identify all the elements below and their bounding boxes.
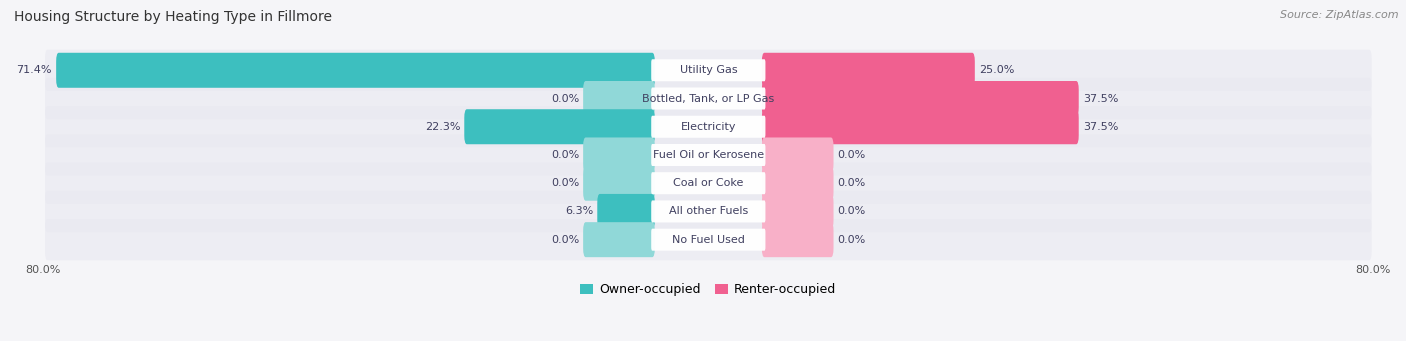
- Text: Fuel Oil or Kerosene: Fuel Oil or Kerosene: [652, 150, 763, 160]
- Text: 71.4%: 71.4%: [17, 65, 52, 75]
- Text: Utility Gas: Utility Gas: [679, 65, 737, 75]
- FancyBboxPatch shape: [651, 116, 765, 138]
- FancyBboxPatch shape: [56, 53, 655, 88]
- Legend: Owner-occupied, Renter-occupied: Owner-occupied, Renter-occupied: [575, 278, 841, 301]
- Text: Source: ZipAtlas.com: Source: ZipAtlas.com: [1281, 10, 1399, 20]
- FancyBboxPatch shape: [762, 53, 974, 88]
- FancyBboxPatch shape: [762, 222, 834, 257]
- Text: 6.3%: 6.3%: [565, 206, 593, 217]
- FancyBboxPatch shape: [762, 194, 834, 229]
- Text: 0.0%: 0.0%: [838, 150, 866, 160]
- Text: 0.0%: 0.0%: [551, 178, 579, 188]
- Text: 0.0%: 0.0%: [838, 178, 866, 188]
- FancyBboxPatch shape: [651, 144, 765, 166]
- FancyBboxPatch shape: [45, 163, 1372, 204]
- Text: 37.5%: 37.5%: [1083, 93, 1118, 104]
- FancyBboxPatch shape: [45, 50, 1372, 91]
- Text: 0.0%: 0.0%: [838, 206, 866, 217]
- Text: 0.0%: 0.0%: [551, 150, 579, 160]
- FancyBboxPatch shape: [762, 81, 1078, 116]
- Text: 0.0%: 0.0%: [551, 235, 579, 245]
- Text: 0.0%: 0.0%: [551, 93, 579, 104]
- Text: Bottled, Tank, or LP Gas: Bottled, Tank, or LP Gas: [643, 93, 775, 104]
- FancyBboxPatch shape: [583, 81, 655, 116]
- Text: 22.3%: 22.3%: [425, 122, 460, 132]
- Text: 0.0%: 0.0%: [838, 235, 866, 245]
- FancyBboxPatch shape: [45, 191, 1372, 232]
- FancyBboxPatch shape: [583, 137, 655, 173]
- FancyBboxPatch shape: [651, 59, 765, 81]
- Text: Electricity: Electricity: [681, 122, 737, 132]
- FancyBboxPatch shape: [762, 109, 1078, 144]
- FancyBboxPatch shape: [45, 219, 1372, 260]
- FancyBboxPatch shape: [583, 166, 655, 201]
- Text: Coal or Coke: Coal or Coke: [673, 178, 744, 188]
- Text: 37.5%: 37.5%: [1083, 122, 1118, 132]
- FancyBboxPatch shape: [651, 88, 765, 109]
- FancyBboxPatch shape: [45, 134, 1372, 176]
- FancyBboxPatch shape: [583, 222, 655, 257]
- Text: 25.0%: 25.0%: [979, 65, 1014, 75]
- Text: Housing Structure by Heating Type in Fillmore: Housing Structure by Heating Type in Fil…: [14, 10, 332, 24]
- FancyBboxPatch shape: [651, 229, 765, 251]
- FancyBboxPatch shape: [651, 201, 765, 222]
- FancyBboxPatch shape: [762, 166, 834, 201]
- FancyBboxPatch shape: [45, 78, 1372, 119]
- FancyBboxPatch shape: [45, 106, 1372, 147]
- FancyBboxPatch shape: [464, 109, 655, 144]
- Text: All other Fuels: All other Fuels: [669, 206, 748, 217]
- Text: No Fuel Used: No Fuel Used: [672, 235, 745, 245]
- FancyBboxPatch shape: [598, 194, 655, 229]
- FancyBboxPatch shape: [651, 172, 765, 194]
- FancyBboxPatch shape: [762, 137, 834, 173]
